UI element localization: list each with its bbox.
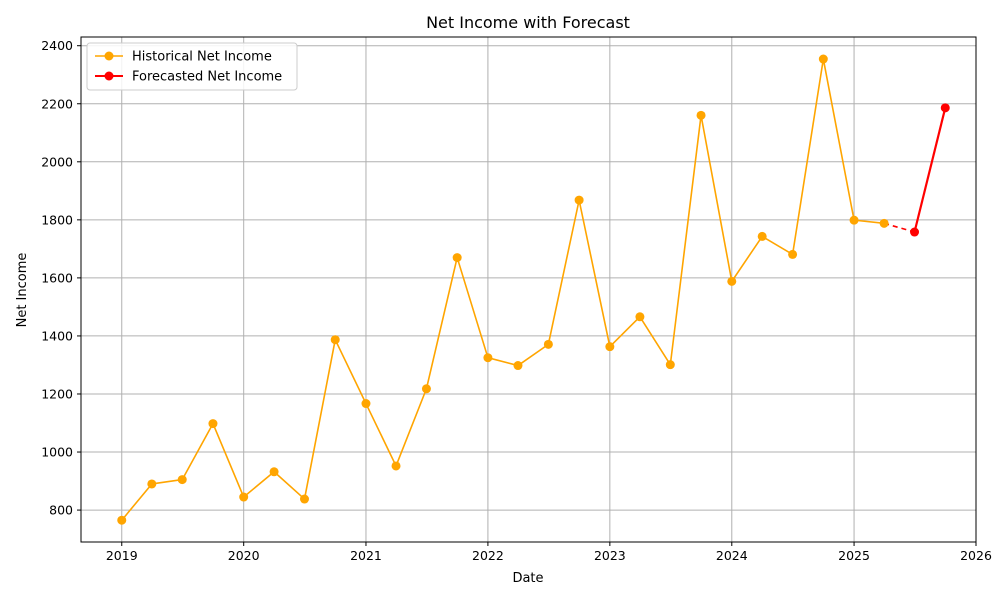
- forecast-point: [940, 103, 950, 113]
- forecast-point: [910, 227, 920, 237]
- y-tick-label: 2000: [41, 154, 73, 169]
- forecast-series-line: [913, 107, 947, 233]
- x-tick-label: 2026: [960, 548, 992, 563]
- legend-forecast-swatch-marker: [104, 71, 114, 81]
- historical-point: [696, 110, 706, 120]
- axis-ticks: 2019 2020 2021 2022 2023 2024 2025 2026 800 1000 1…: [41, 38, 992, 563]
- y-tick-label: 1200: [41, 386, 73, 401]
- y-tick-label: 1400: [41, 328, 73, 343]
- historical-point: [421, 384, 431, 394]
- historical-point: [727, 276, 737, 286]
- historical-point: [818, 54, 828, 64]
- historical-point: [147, 479, 157, 489]
- historical-point: [513, 361, 523, 371]
- y-tick-label: 800: [49, 503, 73, 518]
- x-axis-label: Date: [512, 571, 543, 586]
- historical-point: [635, 312, 645, 322]
- x-tick-label: 2024: [716, 548, 748, 563]
- historical-series-line: [121, 58, 885, 521]
- x-tick-label: 2025: [838, 548, 870, 563]
- x-tick-label: 2019: [106, 548, 138, 563]
- historical-point: [239, 492, 249, 502]
- chart-title: Net Income with Forecast: [426, 13, 630, 32]
- historical-point: [269, 467, 279, 477]
- historical-point: [452, 253, 462, 263]
- historical-point: [391, 461, 401, 471]
- historical-point: [879, 218, 889, 228]
- historical-point: [849, 215, 859, 225]
- y-tick-label: 1800: [41, 212, 73, 227]
- x-tick-label: 2023: [594, 548, 626, 563]
- historical-point: [117, 515, 127, 525]
- y-tick-label: 1600: [41, 270, 73, 285]
- historical-point: [665, 360, 675, 370]
- historical-point: [574, 195, 584, 205]
- y-tick-label: 1000: [41, 445, 73, 460]
- historical-point: [177, 475, 187, 485]
- historical-point: [483, 353, 493, 363]
- legend-frame: [86, 42, 298, 91]
- historical-point: [543, 339, 553, 349]
- x-tick-label: 2022: [472, 548, 504, 563]
- historical-point: [299, 494, 309, 504]
- legend-forecast-label: Forecasted Net Income: [132, 70, 282, 85]
- plot-data: [117, 54, 950, 525]
- legend-historical-swatch-marker: [104, 51, 114, 61]
- legend-historical-label: Historical Net Income: [132, 50, 272, 65]
- historical-point: [605, 342, 615, 352]
- historical-point: [208, 419, 218, 429]
- y-tick-label: 2200: [41, 96, 73, 111]
- historical-point: [788, 249, 798, 259]
- y-axis-label: Net Income: [15, 253, 30, 328]
- historical-point: [361, 399, 371, 409]
- plot-frame: [80, 36, 977, 543]
- x-tick-label: 2021: [350, 548, 382, 563]
- x-tick-label: 2020: [228, 548, 260, 563]
- y-tick-label: 2400: [41, 38, 73, 53]
- historical-point: [330, 335, 340, 345]
- legend: Historical Net Income Forecasted Net Inc…: [86, 42, 298, 91]
- historical-point: [757, 231, 767, 241]
